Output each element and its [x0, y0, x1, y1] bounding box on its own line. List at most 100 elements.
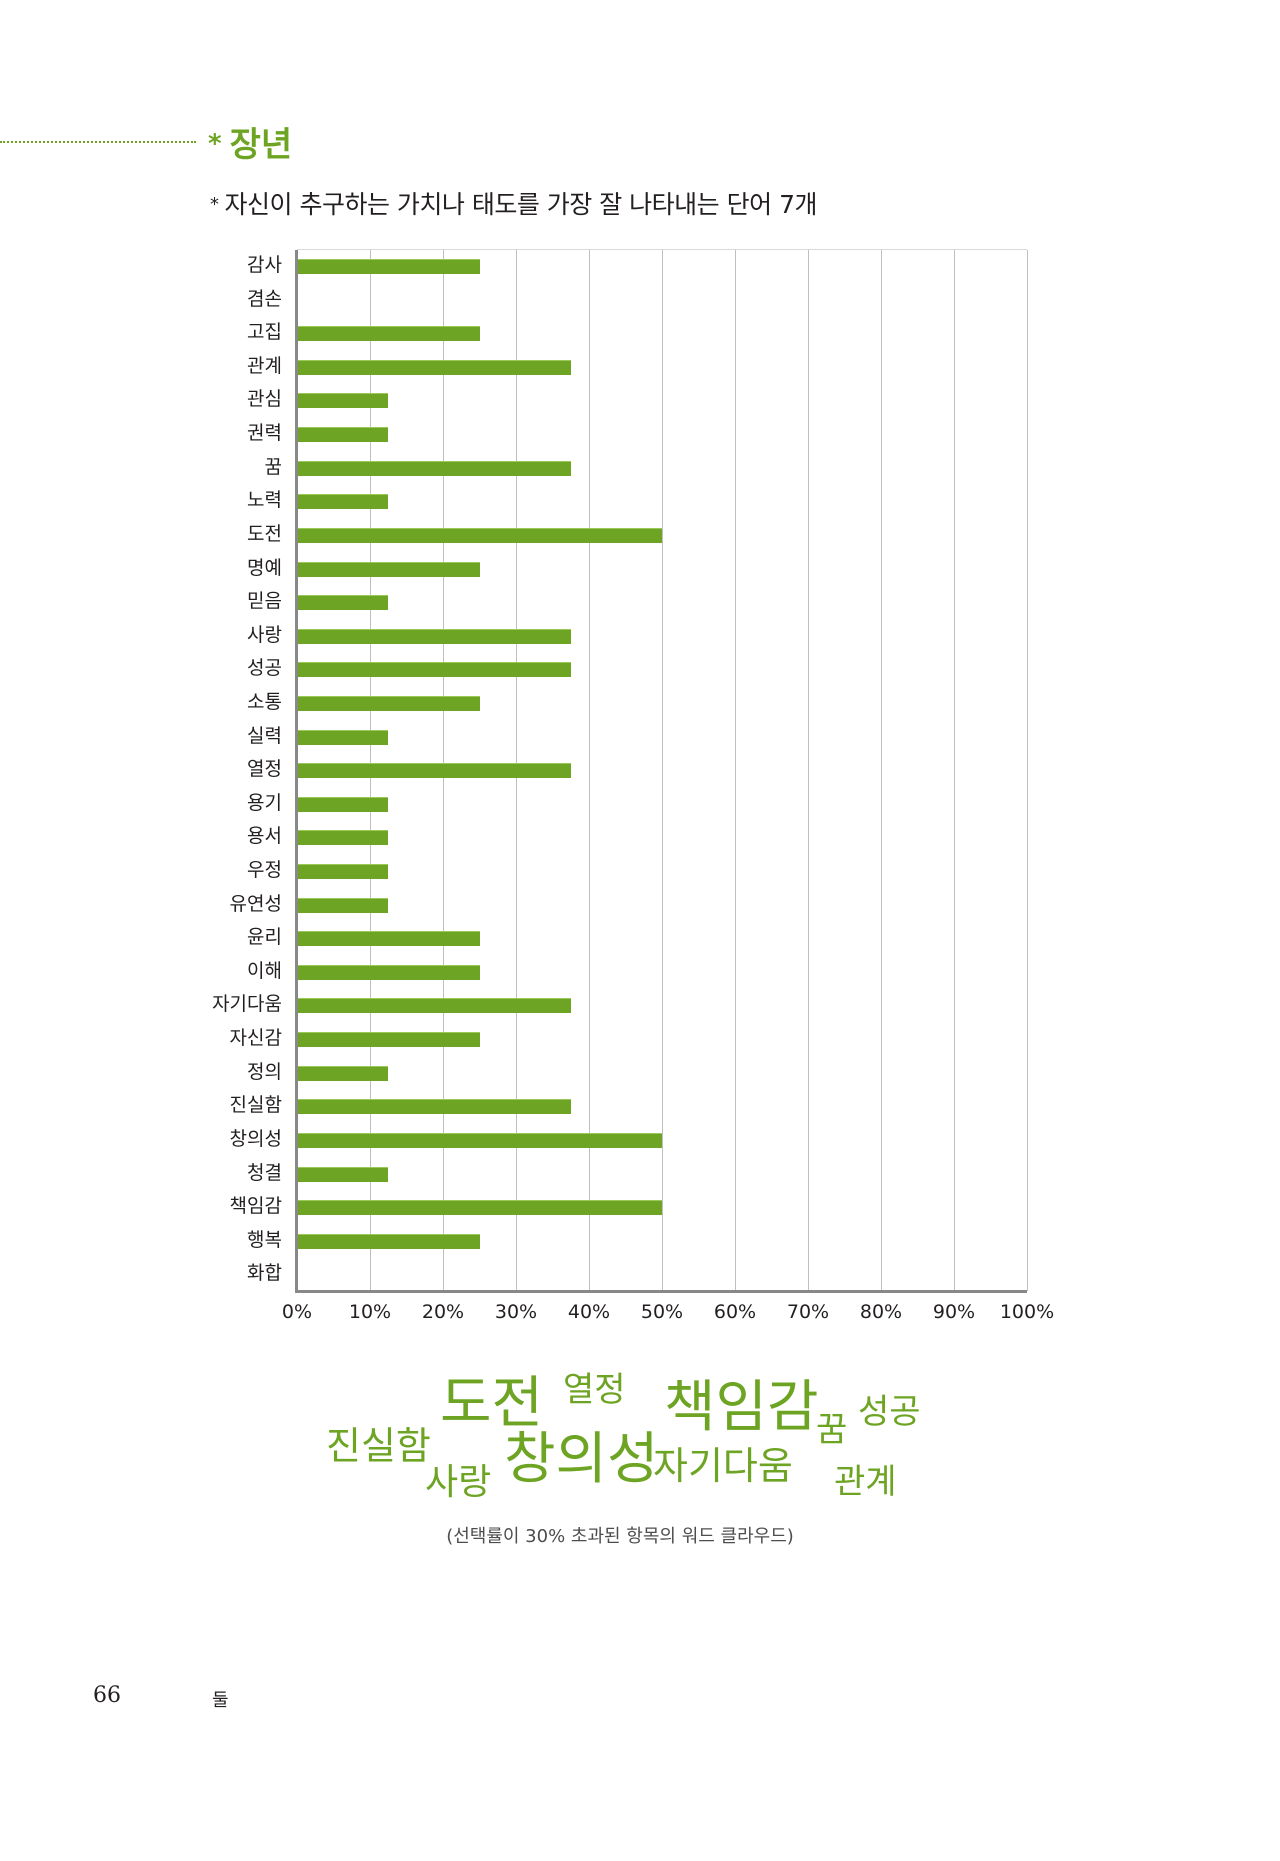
- gridline: [1027, 250, 1028, 1291]
- category-label: 용서: [247, 825, 282, 848]
- bar: [298, 1032, 480, 1048]
- subtitle-text: 자신이 추구하는 가치나 태도를 가장 잘 나타내는 단어 7개: [224, 190, 818, 219]
- category-axis-labels: 감사 겸손 고집 관계 관심 권력 꿈 노력 도전 명예 믿음 사랑 성공 소통 실력 열정 용기 용서 우정 유연성…: [132, 249, 282, 1291]
- x-tick-label: 10%: [348, 1301, 392, 1323]
- bar: [298, 326, 480, 342]
- heading-title: 장년: [229, 125, 293, 165]
- category-label: 도전: [247, 522, 282, 545]
- bar-row: [297, 284, 1027, 318]
- word-cloud-word: 책임감: [664, 1375, 819, 1440]
- word-cloud-word: 자기다움: [653, 1444, 793, 1488]
- word-cloud-word: 관계: [834, 1462, 897, 1502]
- category-label: 믿음: [247, 590, 282, 613]
- gridline: [662, 250, 663, 1291]
- bar: [298, 259, 480, 274]
- caption-text: (선택률이 30% 초과된 항목의 워드 클라우드): [446, 1526, 794, 1547]
- bar: [298, 359, 571, 375]
- bar: [298, 695, 480, 711]
- bar-row: [297, 721, 1027, 755]
- bar-row: [297, 317, 1027, 351]
- bar-row: [297, 653, 1027, 687]
- category-label: 용기: [247, 791, 282, 814]
- bar: [298, 1132, 662, 1148]
- bar: [298, 830, 389, 846]
- category-label: 성공: [247, 657, 282, 680]
- bar-row: [297, 687, 1027, 721]
- category-label: 권력: [247, 422, 282, 445]
- category-label: 행복: [247, 1228, 282, 1251]
- section-heading: * 장년: [208, 124, 292, 165]
- word-cloud-word: 도전: [440, 1371, 544, 1436]
- bar: [298, 427, 389, 443]
- bar: [298, 998, 571, 1014]
- word-cloud-word: 사랑: [425, 1462, 492, 1503]
- category-label: 명예: [247, 556, 282, 579]
- category-label: 감사: [247, 254, 282, 276]
- x-tick-label: 100%: [999, 1301, 1055, 1323]
- bar-row: [297, 586, 1027, 620]
- bar-row: [297, 418, 1027, 452]
- x-tick-label: 50%: [640, 1301, 684, 1323]
- category-label: 이해: [247, 959, 282, 982]
- category-label: 열정: [247, 758, 282, 781]
- gridline: [954, 250, 955, 1291]
- bar: [298, 964, 480, 980]
- word-cloud-word: 진실함: [326, 1424, 431, 1468]
- word-cloud-caption: (선택률이 30% 초과된 항목의 워드 클라우드): [0, 1522, 1280, 1548]
- bar: [298, 527, 662, 543]
- bar-row: [297, 821, 1027, 855]
- x-tick-label: 30%: [494, 1301, 538, 1323]
- subtitle-asterisk: *: [210, 194, 219, 215]
- category-label: 노력: [247, 489, 282, 512]
- x-tick-label: 80%: [859, 1301, 903, 1323]
- x-tick-label: 60%: [713, 1301, 757, 1323]
- category-label: 창의성: [229, 1127, 282, 1150]
- category-label: 관심: [247, 388, 282, 411]
- bar-row: [297, 788, 1027, 822]
- bar: [298, 897, 389, 913]
- x-tick-label: 40%: [567, 1301, 611, 1323]
- bar: [298, 729, 389, 745]
- x-axis-line: [295, 1290, 1027, 1293]
- bar-row: [297, 1124, 1027, 1158]
- section-label: 둘: [212, 1690, 229, 1711]
- bar-row: [297, 1225, 1027, 1259]
- bar-row: [297, 351, 1027, 385]
- x-axis-tick-labels: 0% 10% 20% 30% 40% 50% 60% 70% 80% 90% 100%: [282, 1298, 1054, 1328]
- bar-row: [297, 553, 1027, 587]
- category-label: 책임감: [229, 1195, 282, 1218]
- gridline: [735, 250, 736, 1291]
- bar: [298, 595, 389, 611]
- gridline: [881, 250, 882, 1291]
- category-label: 관계: [247, 354, 282, 377]
- x-tick-label: 90%: [932, 1301, 976, 1323]
- bar-row: [297, 922, 1027, 956]
- word-cloud-word: 성공: [858, 1392, 921, 1432]
- category-label: 윤리: [247, 926, 282, 949]
- category-label: 꿈: [264, 455, 282, 478]
- bar: [298, 1233, 480, 1249]
- category-label: 우정: [247, 859, 282, 882]
- x-tick-label: 0%: [281, 1301, 313, 1323]
- category-label: 사랑: [247, 623, 282, 646]
- bar: [298, 1166, 389, 1182]
- gridline: [808, 250, 809, 1291]
- bar: [298, 796, 389, 812]
- bar: [298, 1065, 389, 1081]
- bar: [298, 1200, 662, 1216]
- bar-row: [297, 1057, 1027, 1091]
- bar-row: [297, 989, 1027, 1023]
- bar-row: [297, 485, 1027, 519]
- bar: [298, 628, 571, 644]
- bar: [298, 393, 389, 409]
- bar-row: [297, 956, 1027, 990]
- category-label: 고집: [247, 321, 282, 344]
- category-label: 화합: [247, 1262, 282, 1285]
- bar-chart: 감사 겸손 고집 관계 관심 권력 꿈 노력 도전 명예 믿음 사랑 성공 소통 실력 열정 용기 용서 우정 유연성…: [132, 249, 1054, 1328]
- word-cloud: 도전 열정 책임감 성공 꿈 진실함 창의성 사랑 자기다움 관계: [326, 1370, 921, 1503]
- heading-asterisk: *: [208, 129, 222, 159]
- y-axis-line: [295, 250, 298, 1291]
- word-cloud-word: 열정: [563, 1370, 626, 1410]
- x-tick-label: 70%: [786, 1301, 830, 1323]
- bar-row: [297, 1258, 1027, 1292]
